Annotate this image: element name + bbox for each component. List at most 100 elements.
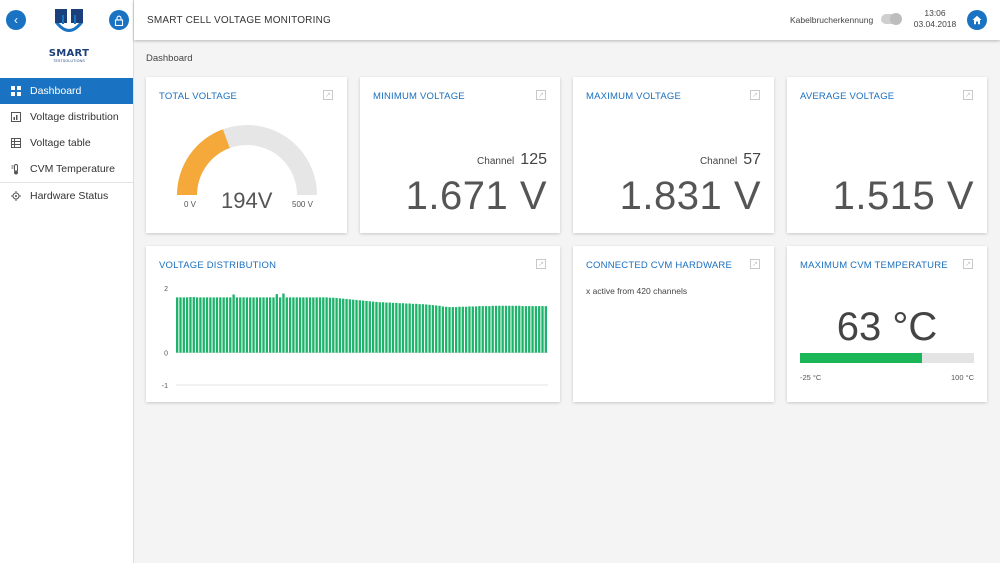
voltage-bar[interactable]	[212, 297, 215, 353]
voltage-bar[interactable]	[342, 298, 345, 353]
voltage-bar[interactable]	[358, 300, 361, 353]
voltage-bar[interactable]	[269, 297, 272, 353]
voltage-bar[interactable]	[325, 297, 328, 353]
voltage-bar[interactable]	[322, 297, 325, 353]
voltage-bar[interactable]	[508, 305, 511, 353]
voltage-bar[interactable]	[451, 307, 454, 353]
open-external-icon[interactable]: ↗	[536, 259, 546, 269]
voltage-bar[interactable]	[345, 298, 348, 353]
voltage-bar[interactable]	[478, 306, 481, 353]
voltage-bar[interactable]	[528, 306, 531, 353]
voltage-bar[interactable]	[445, 306, 448, 353]
voltage-bar[interactable]	[242, 297, 245, 353]
voltage-bar[interactable]	[225, 297, 229, 353]
voltage-bar[interactable]	[195, 297, 199, 353]
voltage-bar[interactable]	[222, 297, 225, 353]
voltage-bar[interactable]	[544, 306, 547, 353]
sidebar-item-hardware-status[interactable]: Hardware Status	[0, 183, 133, 209]
voltage-bar[interactable]	[541, 306, 544, 353]
voltage-bar[interactable]	[298, 297, 302, 353]
sidebar-item-dashboard[interactable]: Dashboard	[0, 78, 133, 104]
back-button[interactable]: ‹	[6, 10, 26, 30]
voltage-bar[interactable]	[395, 302, 398, 353]
voltage-bar[interactable]	[511, 305, 514, 353]
toggle-knob[interactable]	[890, 13, 902, 25]
voltage-bar[interactable]	[435, 305, 438, 353]
voltage-bar[interactable]	[421, 304, 425, 353]
voltage-bar[interactable]	[249, 297, 252, 353]
voltage-bar[interactable]	[259, 297, 262, 353]
open-external-icon[interactable]: ↗	[963, 259, 973, 269]
voltage-bar[interactable]	[431, 305, 435, 353]
cable-break-toggle[interactable]	[881, 13, 902, 25]
voltage-bar[interactable]	[205, 297, 209, 353]
voltage-bar[interactable]	[305, 297, 308, 353]
voltage-bar[interactable]	[235, 297, 239, 353]
voltage-bar[interactable]	[335, 298, 338, 353]
sidebar-item-voltage-distribution[interactable]: Voltage distribution	[0, 104, 133, 130]
voltage-bar[interactable]	[312, 297, 315, 353]
voltage-bar[interactable]	[292, 297, 295, 353]
voltage-bar[interactable]	[295, 297, 298, 353]
voltage-bar[interactable]	[471, 306, 474, 353]
lock-button[interactable]	[109, 10, 129, 30]
voltage-bar[interactable]	[455, 307, 458, 353]
voltage-bar[interactable]	[348, 299, 352, 353]
voltage-bar[interactable]	[362, 300, 365, 353]
voltage-bar[interactable]	[501, 305, 504, 353]
voltage-bar[interactable]	[391, 302, 395, 353]
open-external-icon[interactable]: ↗	[323, 90, 333, 100]
voltage-bar[interactable]	[484, 306, 488, 353]
voltage-bar[interactable]	[182, 297, 185, 353]
voltage-bar[interactable]	[255, 297, 259, 353]
open-external-icon[interactable]: ↗	[750, 90, 760, 100]
voltage-bar[interactable]	[488, 306, 491, 353]
open-external-icon[interactable]: ↗	[536, 90, 546, 100]
voltage-bar[interactable]	[278, 297, 282, 353]
voltage-bar[interactable]	[464, 306, 468, 353]
voltage-bar[interactable]	[282, 293, 285, 353]
voltage-bar[interactable]	[494, 305, 498, 353]
voltage-bar[interactable]	[215, 297, 219, 353]
voltage-bar[interactable]	[209, 297, 212, 353]
voltage-bar[interactable]	[438, 305, 441, 353]
voltage-bar[interactable]	[368, 301, 371, 353]
voltage-bar[interactable]	[534, 306, 538, 353]
voltage-bar[interactable]	[275, 294, 278, 353]
voltage-bar[interactable]	[232, 294, 235, 353]
voltage-bar[interactable]	[318, 297, 322, 353]
home-button[interactable]	[967, 10, 987, 30]
voltage-bar[interactable]	[401, 303, 405, 353]
voltage-bar[interactable]	[521, 306, 524, 353]
voltage-bar[interactable]	[428, 304, 431, 353]
voltage-bar[interactable]	[332, 297, 335, 353]
voltage-bar[interactable]	[524, 306, 528, 353]
voltage-bar[interactable]	[518, 305, 521, 353]
open-external-icon[interactable]: ↗	[750, 259, 760, 269]
voltage-bar[interactable]	[192, 297, 195, 353]
voltage-bar[interactable]	[448, 307, 451, 353]
voltage-bar[interactable]	[398, 303, 401, 353]
voltage-bar[interactable]	[365, 300, 368, 353]
voltage-bar[interactable]	[461, 306, 464, 353]
voltage-bar[interactable]	[176, 297, 179, 353]
voltage-bar[interactable]	[388, 302, 391, 353]
voltage-bar[interactable]	[415, 303, 418, 353]
voltage-bar[interactable]	[352, 299, 355, 353]
voltage-bar[interactable]	[375, 301, 378, 353]
voltage-bar[interactable]	[411, 303, 415, 353]
voltage-bar[interactable]	[288, 297, 292, 353]
open-external-icon[interactable]: ↗	[963, 90, 973, 100]
voltage-bar[interactable]	[285, 297, 288, 353]
voltage-bar[interactable]	[229, 297, 232, 353]
breadcrumb[interactable]: Dashboard	[146, 53, 193, 64]
voltage-bar[interactable]	[252, 297, 255, 353]
voltage-bar[interactable]	[408, 303, 411, 353]
voltage-bar[interactable]	[265, 297, 268, 353]
voltage-bar[interactable]	[308, 297, 312, 353]
voltage-bar[interactable]	[302, 297, 305, 353]
voltage-bar[interactable]	[189, 297, 192, 353]
voltage-bar[interactable]	[474, 306, 478, 353]
voltage-bar[interactable]	[531, 306, 534, 353]
voltage-bar[interactable]	[458, 306, 461, 353]
